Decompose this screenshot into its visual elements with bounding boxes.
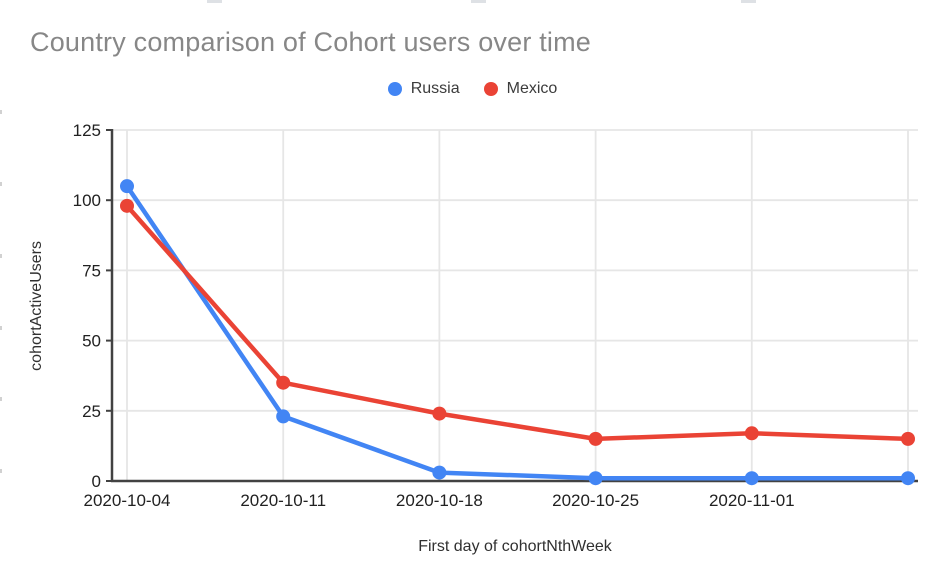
x-axis-title: First day of cohortNthWeek xyxy=(418,538,612,555)
data-point-mexico[interactable] xyxy=(588,431,603,446)
y-tick-label: 75 xyxy=(82,261,101,280)
cropped-edge-artifact xyxy=(0,182,2,186)
data-point-mexico[interactable] xyxy=(744,426,759,441)
data-point-russia[interactable] xyxy=(432,465,447,480)
cropped-text-artifact xyxy=(741,0,756,3)
x-tick-label: 2020-10-18 xyxy=(396,491,483,510)
cropped-edge-artifact xyxy=(0,326,2,330)
data-point-mexico[interactable] xyxy=(901,431,915,446)
cropped-text-artifact xyxy=(207,0,222,3)
x-tick-label: 2020-10-04 xyxy=(84,491,171,510)
legend-label-russia: Russia xyxy=(410,80,460,97)
cropped-text-artifact xyxy=(471,0,486,3)
y-tick-label: 125 xyxy=(73,121,101,140)
y-tick-label: 50 xyxy=(82,332,101,351)
legend-item-russia[interactable]: Russia xyxy=(387,80,460,98)
data-point-russia[interactable] xyxy=(120,179,134,194)
data-point-russia[interactable] xyxy=(901,471,915,486)
data-point-russia[interactable] xyxy=(276,409,291,424)
x-tick-label: 2020-10-11 xyxy=(240,491,326,510)
series-line-russia xyxy=(124,183,911,481)
x-tick-label: 2020-11-01 xyxy=(709,491,795,510)
legend-item-mexico[interactable]: Mexico xyxy=(483,80,558,98)
y-tick-label: 25 xyxy=(82,402,101,421)
cropped-edge-artifact xyxy=(0,110,2,114)
chart-title: Country comparison of Cohort users over … xyxy=(30,27,592,57)
data-point-mexico[interactable] xyxy=(276,375,291,390)
legend-swatch-mexico-icon xyxy=(483,82,498,96)
cropped-edge-artifact xyxy=(0,469,2,473)
legend-swatch-russia-icon xyxy=(387,82,402,96)
data-point-mexico[interactable] xyxy=(120,198,134,213)
y-tick-label: 0 xyxy=(92,472,101,491)
legend: Russia Mexico xyxy=(0,79,945,99)
cropped-edge-artifact xyxy=(0,254,2,258)
legend-label-mexico: Mexico xyxy=(506,80,558,97)
data-point-russia[interactable] xyxy=(588,471,603,486)
cropped-edge-artifact xyxy=(0,397,2,401)
y-tick-label: 100 xyxy=(73,191,101,210)
x-tick-label: 2020-10-25 xyxy=(552,491,639,510)
data-point-mexico[interactable] xyxy=(432,406,447,421)
series-line-mexico xyxy=(124,203,911,442)
data-point-russia[interactable] xyxy=(744,471,759,486)
